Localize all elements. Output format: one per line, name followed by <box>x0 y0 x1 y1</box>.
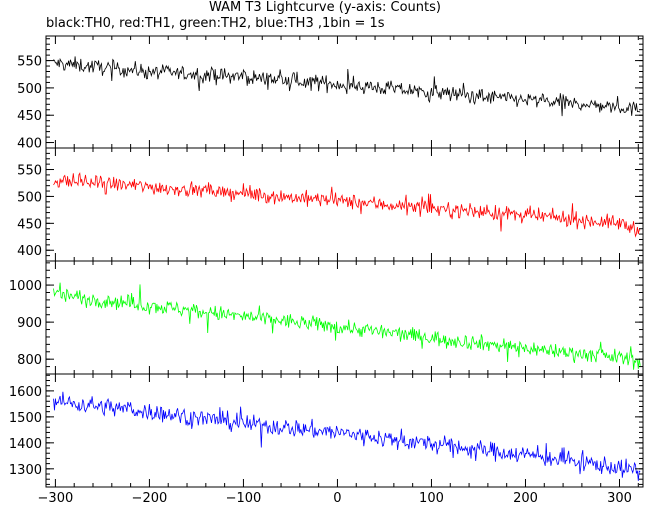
x-tick-label: 200 <box>513 491 538 505</box>
panel-th2: 800 900 1000 <box>9 260 644 375</box>
y-tick-label: 1000 <box>9 279 42 294</box>
y-tick-label: 1400 <box>9 437 42 452</box>
x-tick-label: 300 <box>607 491 632 505</box>
y-tick-label: 550 <box>17 55 42 70</box>
y-tick-label: 1300 <box>9 463 42 478</box>
panel-th0: 400 450 500 550 <box>17 35 644 152</box>
y-tick-label: 500 <box>17 82 42 97</box>
y-tick-label: 800 <box>17 353 42 368</box>
y-tick-label: 1500 <box>9 411 42 426</box>
y-tick-label: 400 <box>17 137 42 152</box>
series-line-th2 <box>53 282 641 370</box>
y-tick-label: 1600 <box>9 385 42 400</box>
chart-title: WAM T3 Lightcurve (y-axis: Counts) <box>209 0 441 15</box>
chart-subtitle: black:TH0, red:TH1, green:TH2, blue:TH3 … <box>46 16 385 31</box>
y-tick-label: 450 <box>17 109 42 124</box>
panel-frame <box>45 373 644 488</box>
series-line-th3 <box>53 391 641 481</box>
y-tick-label: 550 <box>17 164 42 179</box>
y-tick-label: 450 <box>17 217 42 232</box>
y-tick-label: 500 <box>17 190 42 205</box>
panel-th3: 1300 1400 1500 1600 <box>9 373 644 488</box>
series-line-th1 <box>53 172 641 238</box>
panel-frame <box>45 35 644 149</box>
x-tick-label: 100 <box>419 491 444 505</box>
y-tick-label: 900 <box>17 316 42 331</box>
x-tick-label: 0 <box>333 491 341 505</box>
x-tick-label: −300 <box>38 491 74 505</box>
panel-th1: 400 450 500 550 <box>17 147 644 262</box>
y-tick-label: 400 <box>17 244 42 259</box>
x-tick-label: −100 <box>226 491 262 505</box>
panel-frame <box>45 260 644 375</box>
series-line-th0 <box>53 56 641 117</box>
x-tick-label: −200 <box>132 491 168 505</box>
panel-frame <box>45 147 644 262</box>
